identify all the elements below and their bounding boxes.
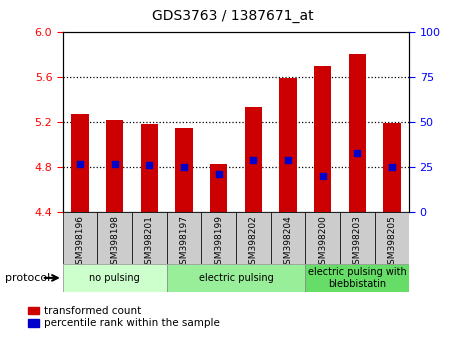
Text: electric pulsing with
blebbistatin: electric pulsing with blebbistatin [308, 267, 406, 289]
Point [284, 157, 292, 163]
Bar [210, 164, 227, 212]
Text: GSM398197: GSM398197 [179, 215, 188, 270]
Text: GSM398199: GSM398199 [214, 215, 223, 270]
Bar [63, 264, 166, 292]
Bar [167, 264, 305, 292]
Bar [63, 212, 98, 264]
Bar [349, 55, 366, 212]
Bar [279, 78, 297, 212]
Bar [132, 212, 166, 264]
Text: protocol: protocol [5, 273, 50, 283]
Text: GSM398201: GSM398201 [145, 215, 154, 270]
Bar [271, 212, 305, 264]
Bar [201, 212, 236, 264]
Point [215, 172, 222, 177]
Bar [236, 212, 271, 264]
Point [319, 173, 326, 179]
Text: electric pulsing: electric pulsing [199, 273, 273, 283]
Bar [106, 120, 123, 212]
Bar [340, 212, 374, 264]
Text: GSM398200: GSM398200 [318, 215, 327, 270]
Bar [305, 212, 340, 264]
Point [353, 150, 361, 156]
Text: GDS3763 / 1387671_at: GDS3763 / 1387671_at [152, 9, 313, 23]
Bar [167, 212, 201, 264]
Bar [141, 124, 158, 212]
Point [388, 164, 396, 170]
Bar [72, 114, 89, 212]
Text: GSM398198: GSM398198 [110, 215, 119, 270]
Point [146, 162, 153, 168]
Bar [375, 212, 409, 264]
Bar [314, 66, 331, 212]
Text: GSM398203: GSM398203 [353, 215, 362, 270]
Point [76, 161, 84, 166]
Bar [245, 108, 262, 212]
Text: GSM398196: GSM398196 [76, 215, 85, 270]
Point [111, 161, 119, 166]
Bar [305, 264, 409, 292]
Text: GSM398202: GSM398202 [249, 215, 258, 270]
Text: GSM398204: GSM398204 [284, 215, 292, 270]
Point [180, 164, 188, 170]
Bar [175, 128, 193, 212]
Text: GSM398205: GSM398205 [387, 215, 396, 270]
Bar [98, 212, 132, 264]
Point [250, 157, 257, 163]
Legend: transformed count, percentile rank within the sample: transformed count, percentile rank withi… [28, 306, 220, 328]
Bar [383, 123, 400, 212]
Text: no pulsing: no pulsing [89, 273, 140, 283]
